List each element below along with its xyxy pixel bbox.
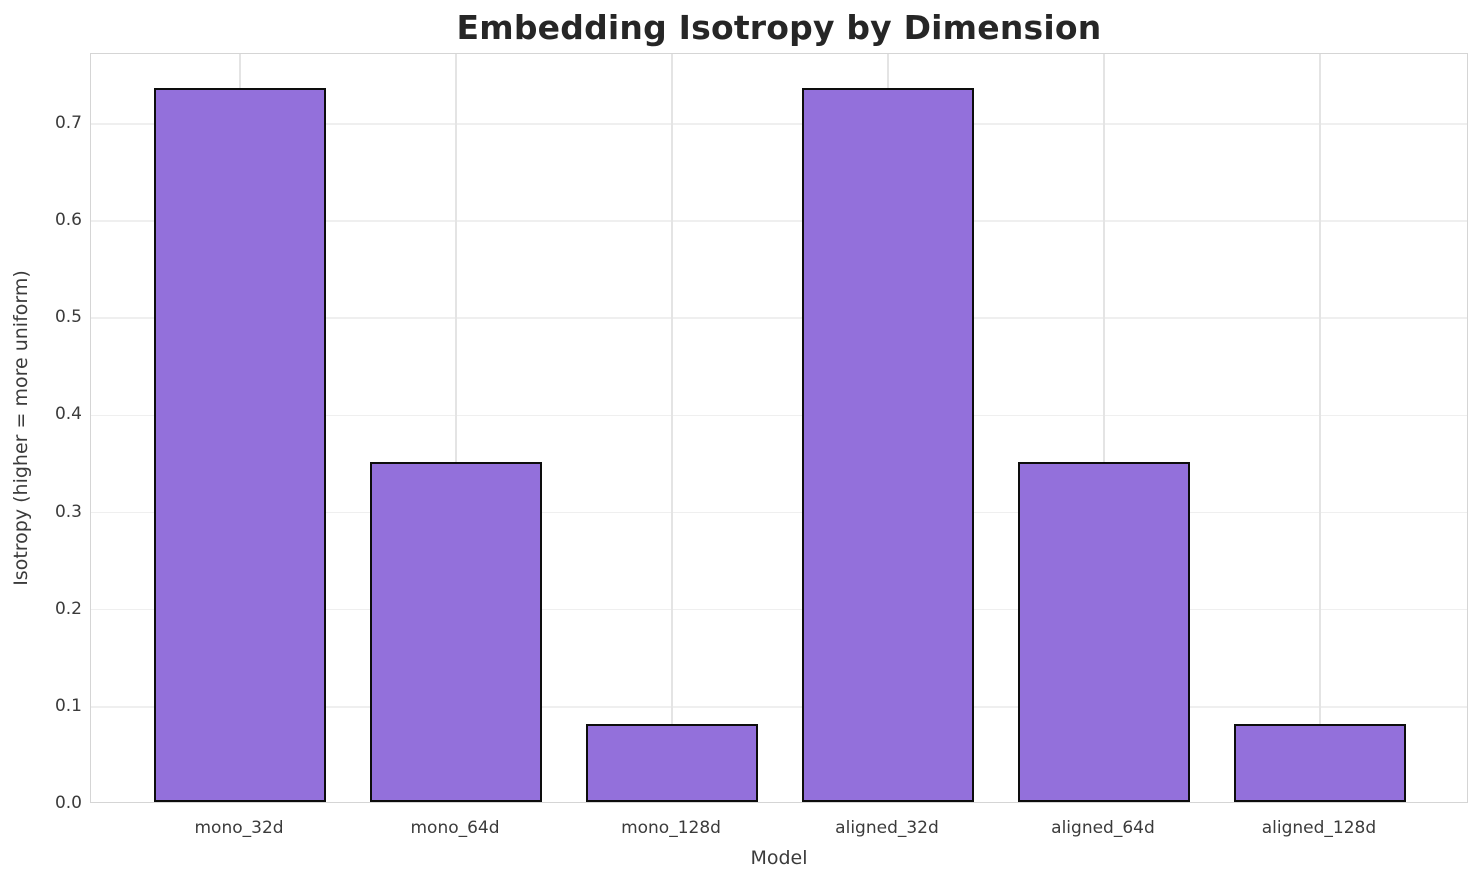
- h-gridline: [91, 511, 1467, 514]
- v-gridline: [1319, 54, 1321, 802]
- x-tick-label: mono_32d: [194, 818, 284, 838]
- y-tick-label: 0.2: [54, 598, 82, 619]
- plot-area: [90, 53, 1468, 803]
- h-gridline: [91, 414, 1467, 417]
- x-tick-label: mono_64d: [410, 818, 500, 838]
- x-tick-label: aligned_32d: [835, 818, 939, 838]
- v-gridline: [455, 54, 457, 802]
- y-tick-label: 0.0: [54, 793, 82, 813]
- h-gridline: [91, 123, 1467, 125]
- y-tick-label: 0.5: [54, 307, 82, 328]
- bar-aligned_64d: [1017, 461, 1191, 802]
- x-axis-label: Model: [750, 847, 808, 869]
- y-tick-label: 0.7: [54, 112, 82, 133]
- h-gridline: [91, 706, 1467, 708]
- v-gridline: [1103, 54, 1105, 802]
- v-gridline: [671, 54, 673, 802]
- h-gridline: [91, 608, 1467, 611]
- y-tick-label: 0.4: [54, 404, 82, 425]
- h-gridline: [91, 317, 1467, 320]
- y-axis-label: Isotropy (higher = more uniform): [10, 270, 32, 586]
- bar-mono_64d: [369, 461, 543, 802]
- y-tick-label: 0.3: [54, 501, 82, 522]
- x-tick-label: aligned_128d: [1261, 818, 1377, 838]
- bar-mono_128d: [585, 724, 759, 802]
- chart-title: Embedding Isotropy by Dimension: [456, 8, 1102, 47]
- x-tick-label: mono_128d: [621, 818, 721, 838]
- bar-mono_32d: [153, 87, 327, 802]
- y-tick-label: 0.6: [54, 210, 82, 231]
- h-gridline: [91, 220, 1467, 222]
- bar-aligned_128d: [1233, 724, 1407, 802]
- y-tick-label: 0.1: [54, 695, 82, 716]
- x-tick-label: aligned_64d: [1051, 818, 1155, 838]
- bar-aligned_32d: [801, 87, 975, 802]
